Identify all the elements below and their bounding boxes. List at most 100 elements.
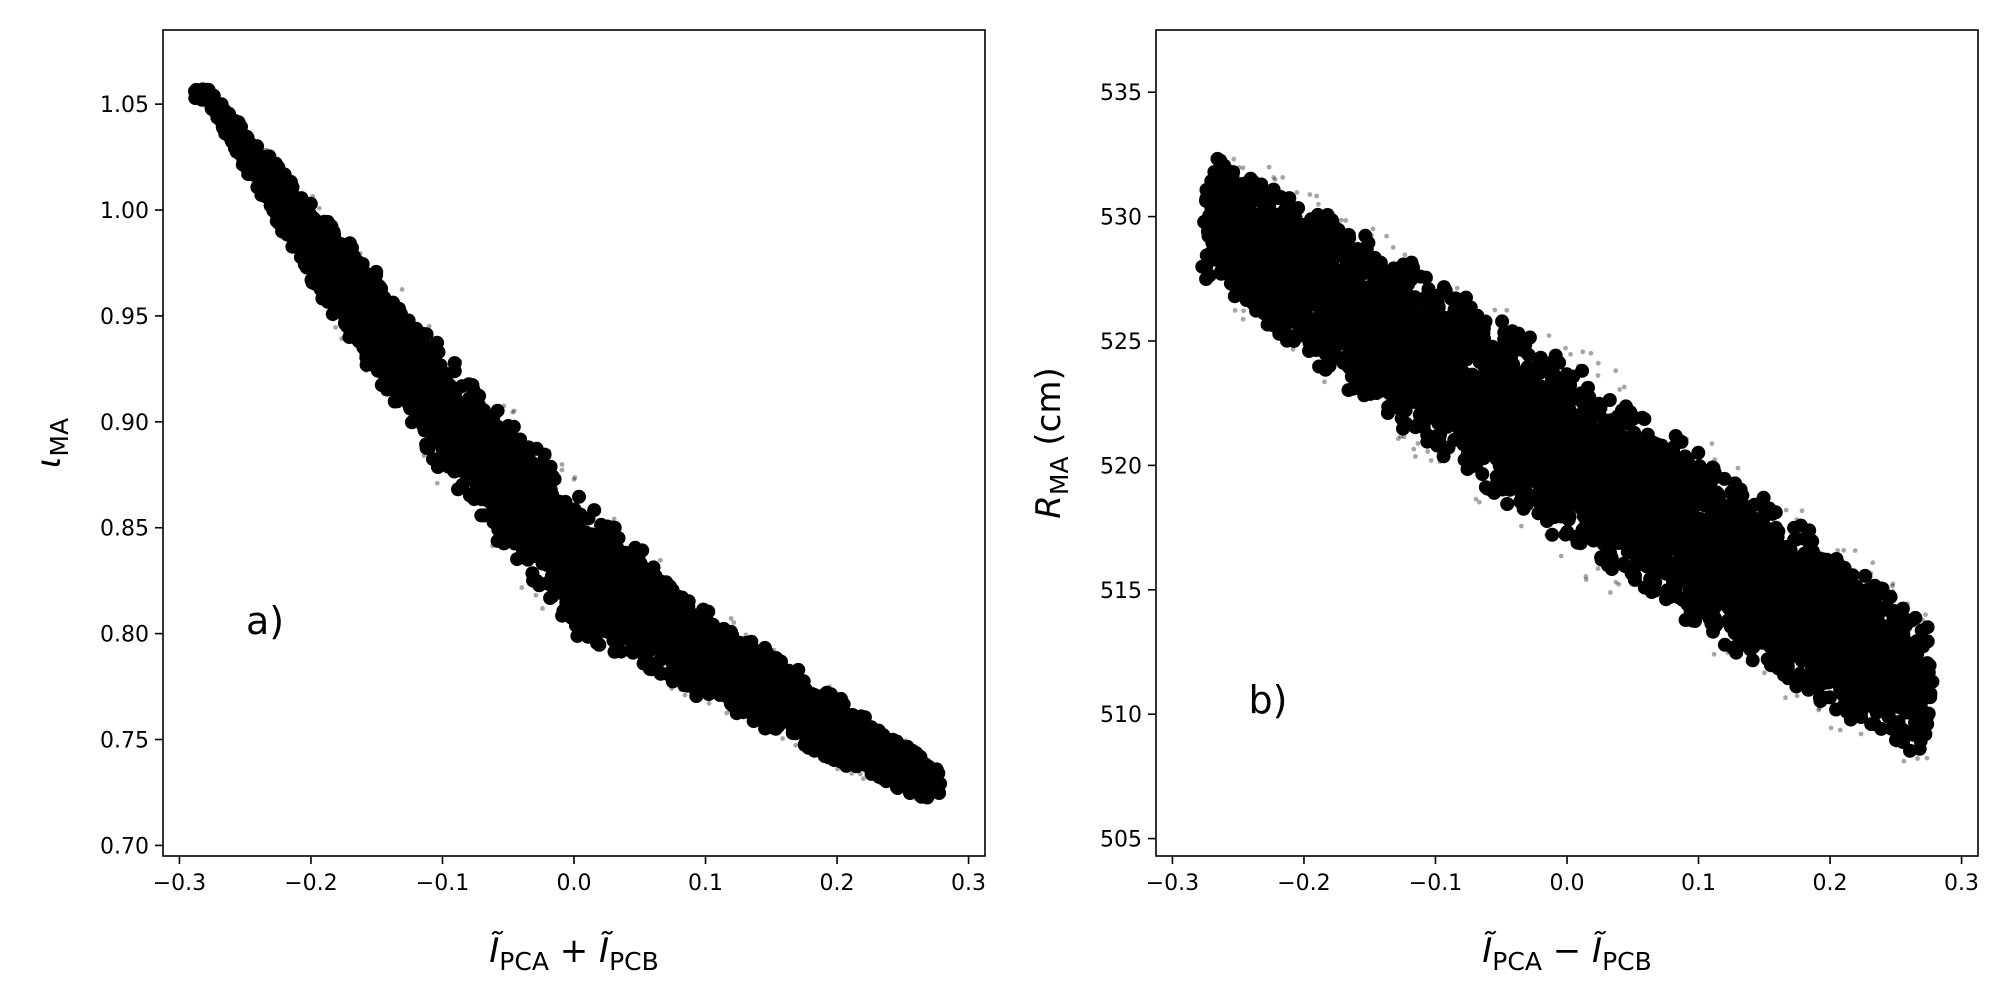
y-tick-label: 0.75 [100,729,149,754]
scatter-point [731,675,745,689]
x-tick-label: 0.3 [951,871,986,896]
panel-label-a: a) [246,599,284,643]
scatter-point [525,566,539,580]
y-tick-label: 1.05 [100,93,149,118]
scatter-point [589,631,603,645]
scatter-point [339,336,344,341]
y-tick-label: 0.70 [100,834,149,859]
scatter-point [736,690,750,704]
scatter-point [838,755,852,769]
scatter-point [427,324,432,329]
scatter-point [758,722,772,736]
scatter-point [374,364,388,378]
scatter-point [452,449,466,463]
scatter-point [772,671,786,685]
scatter-point [466,430,480,444]
scatter-point [807,733,821,747]
scatter-point [448,364,462,378]
scatter-point [508,493,522,507]
scatter-point [703,675,717,689]
scatter-point [729,616,734,621]
scatter-point [310,194,315,199]
scatter-point [1519,524,1524,529]
scatter-point [786,726,800,740]
scatter-point [203,87,217,101]
scatter-point [669,686,674,691]
scatter-point [850,771,855,776]
scatter-point [703,636,717,650]
scatter-point [720,650,734,664]
scatter-point [626,646,640,660]
scatter-point [415,410,429,424]
scatter-point [341,258,355,272]
scatter-point [579,589,593,603]
scatter-point [593,556,607,570]
scatter-point [1464,292,1469,297]
scatter-point [317,206,322,211]
scatter-point [403,332,417,346]
scatter-point [424,421,438,435]
scatter-point [477,445,491,459]
scatter-point [550,583,564,597]
scatter-point [317,234,331,248]
scatter-point [701,605,715,619]
scatter-point [483,430,497,444]
scatter-point [251,152,265,166]
scatter-point [560,462,565,467]
scatter-point [397,364,411,378]
scatter-point [653,574,667,588]
scatter-point [439,379,453,393]
scatter-point [358,251,363,256]
scatter-point [458,359,463,364]
scatter-point [496,506,510,520]
scatter-point [724,711,729,716]
scatter-point [380,383,394,397]
scatter-point [294,241,308,255]
y-axis-label-a: ιMA [29,418,74,468]
scatter-point [762,689,776,703]
scatter-point [327,283,341,297]
y-tick-label: 0.80 [100,623,149,648]
scatter-point [560,468,565,473]
scatter-point [274,167,288,181]
scatter-point [594,593,608,607]
scatter-point [528,520,542,534]
scatter-point [757,703,771,717]
scatter-point [689,608,703,622]
scatter-point [506,463,520,477]
scatter-point [444,423,458,437]
scatter-point [365,317,379,331]
scatter-point [1608,590,1613,595]
scatter-point [662,623,676,637]
scatter-point [534,593,539,598]
scatter-point [608,645,622,659]
scatter-point [772,648,777,653]
scatter-point [420,327,434,341]
scatter-point [733,638,747,652]
scatter-point [554,542,568,556]
scatter-point [510,410,515,415]
scatter-point [793,743,798,748]
scatter-point [319,246,333,260]
scatter-point [431,460,445,474]
scatter-point [676,632,690,646]
scatter-point [908,770,922,784]
scatter-point [457,409,471,423]
scatter-point [360,358,374,372]
scatter-point [564,528,578,542]
scatter-point [419,438,433,452]
x-tick-label: −0.1 [416,871,469,896]
scatter-point [683,693,688,698]
scatter-point [1622,385,1627,390]
scatter-point [731,620,736,625]
scatter-point [793,683,807,697]
scatter-point [803,694,817,708]
scatter-point [400,287,405,292]
scatter-point [891,781,905,795]
scatter-point [507,443,521,457]
scatter-point [395,319,409,333]
scatter-point [658,558,663,563]
scatter-point [333,325,338,330]
